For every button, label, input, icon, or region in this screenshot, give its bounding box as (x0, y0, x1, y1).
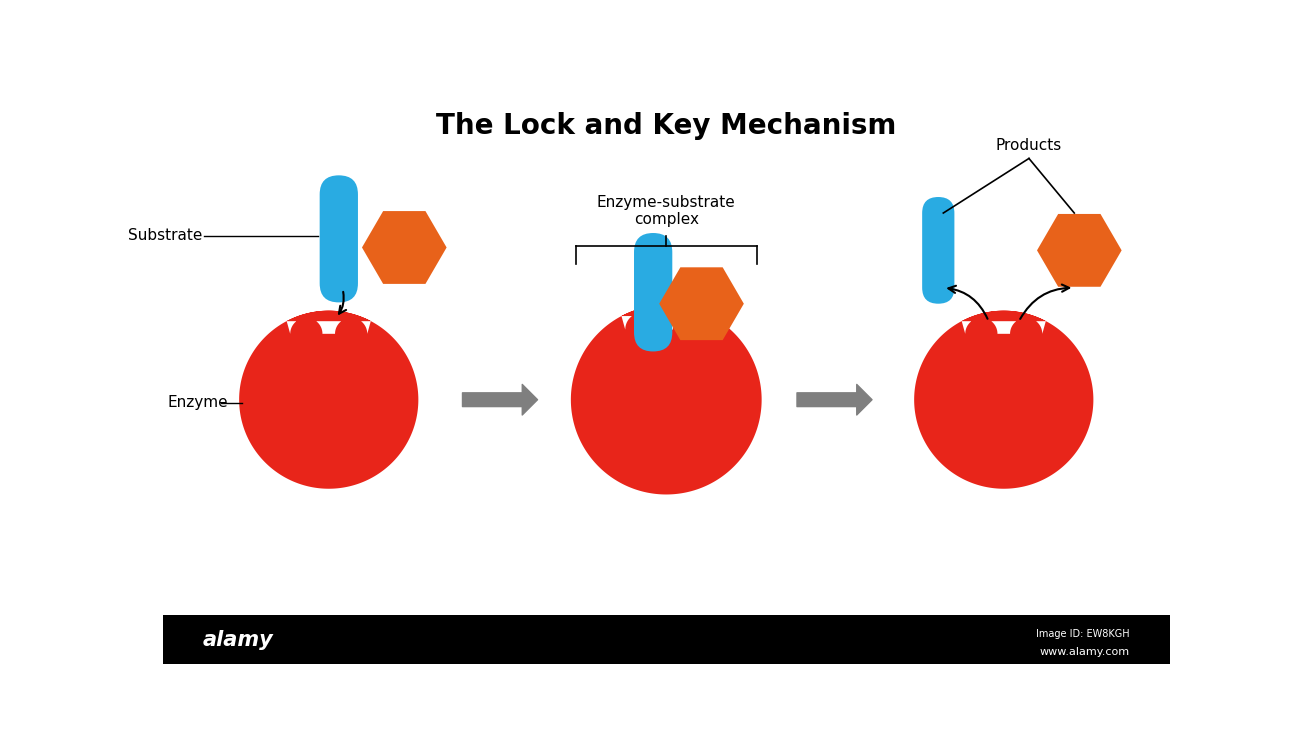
Polygon shape (914, 310, 1093, 489)
Polygon shape (239, 310, 419, 489)
Polygon shape (571, 305, 762, 495)
Text: Substrate: Substrate (129, 228, 203, 243)
Polygon shape (361, 211, 447, 284)
Text: www.alamy.com: www.alamy.com (1040, 647, 1130, 656)
Text: Enzyme-substrate
complex: Enzyme-substrate complex (597, 195, 736, 228)
Text: alamy: alamy (203, 630, 273, 650)
FancyBboxPatch shape (634, 233, 672, 351)
Text: Enzyme: Enzyme (168, 395, 229, 410)
Text: Image ID: EW8KGH: Image ID: EW8KGH (1036, 629, 1130, 639)
Bar (162, 615, 1170, 664)
FancyBboxPatch shape (320, 175, 358, 302)
Polygon shape (659, 267, 744, 340)
Text: The Lock and Key Mechanism: The Lock and Key Mechanism (436, 113, 897, 140)
FancyBboxPatch shape (922, 197, 954, 304)
Text: Products: Products (996, 138, 1062, 153)
Polygon shape (1037, 214, 1122, 286)
